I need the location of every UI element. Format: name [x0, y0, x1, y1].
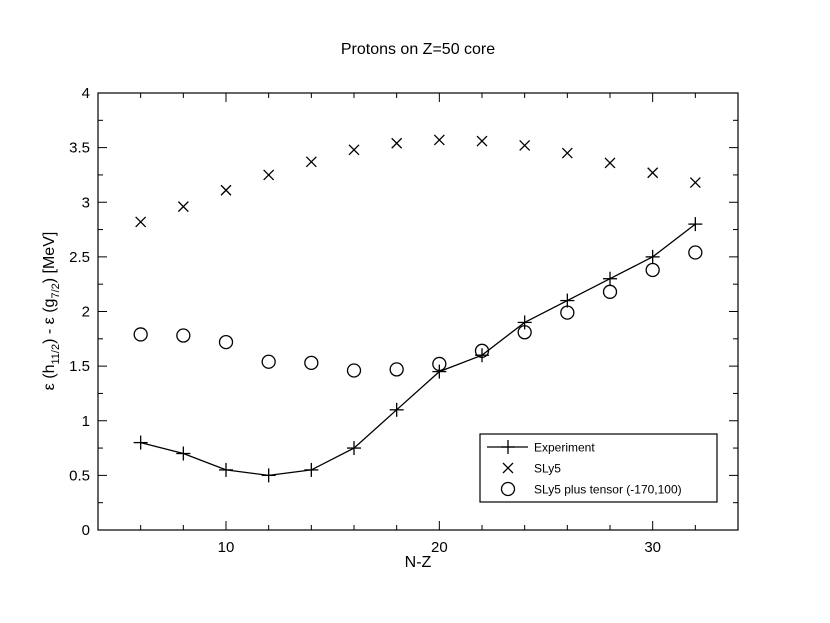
data-point-sly5-plus-tensor-170-100 — [645, 262, 660, 278]
data-point-sly5-plus-tensor-170-100 — [346, 363, 362, 378]
data-point-experiment — [389, 402, 404, 417]
series-line-experiment — [140, 223, 696, 477]
legend: Experiment SLy5 SLy5 plus tensor (-170,100… — [479, 433, 718, 503]
legend-entry: SLy5 plus tensor (-170,100) — [500, 481, 682, 497]
data-point-sly5-plus-tensor-170-100 — [432, 356, 447, 372]
data-point-sly5-plus-tensor-170-100 — [517, 325, 532, 340]
y-axis-label: ε (h11/2) - ε (g7/2) [MeV] — [41, 232, 62, 391]
legend-label: SLy5 — [534, 462, 561, 476]
major-ticks — [98, 92, 738, 531]
data-point-experiment — [347, 441, 361, 456]
legend-entry: SLy5 — [502, 462, 561, 476]
y-label-prefix: ε (h — [41, 365, 58, 391]
data-point-sly5-plus-tensor-170-100 — [389, 362, 404, 377]
data-point-sly5 — [177, 201, 189, 213]
legend-label: SLy5 plus tensor (-170,100) — [534, 483, 682, 497]
data-point-sly5 — [220, 184, 232, 196]
series-sly5 — [135, 134, 701, 228]
y-tick-label: 4 — [82, 85, 90, 102]
legend-marker — [502, 462, 514, 474]
minor-ticks — [97, 93, 739, 530]
y-tick-label: 0 — [82, 522, 90, 539]
data-point-sly5-plus-tensor-170-100 — [560, 305, 575, 320]
data-point-sly5 — [305, 156, 317, 168]
y-tick-labels: 0 0.5 1 1.5 2 2.5 3 3.5 4 — [69, 85, 90, 539]
legend-marker — [501, 440, 515, 454]
data-point-sly5 — [348, 144, 360, 156]
series-sly5-plus-tensor-170-100 — [133, 245, 703, 378]
data-point-sly5-plus-tensor-170-100 — [176, 328, 191, 343]
data-point-experiment — [688, 217, 703, 232]
y-tick-label: 2 — [82, 304, 90, 321]
legend-label: Experiment — [534, 441, 595, 455]
data-point-experiment — [176, 446, 191, 461]
y-tick-label: 1 — [82, 413, 90, 430]
data-point-experiment — [432, 364, 447, 379]
series-experiment — [133, 217, 703, 483]
data-point-sly5-plus-tensor-170-100 — [133, 327, 148, 342]
y-label-middle: ) - ε (g — [41, 299, 58, 344]
data-point-experiment — [304, 462, 319, 477]
data-point-experiment — [560, 293, 575, 308]
x-tick-label: 10 — [218, 539, 235, 556]
data-point-sly5-plus-tensor-170-100 — [304, 355, 319, 370]
data-point-sly5 — [135, 216, 147, 228]
y-tick-label: 1.5 — [69, 358, 90, 375]
y-tick-label: 3.5 — [69, 140, 90, 157]
y-tick-label: 3 — [82, 194, 90, 211]
data-point-sly5-plus-tensor-170-100 — [261, 354, 276, 369]
chart-title: Protons on Z=50 core — [341, 41, 495, 58]
data-point-experiment — [645, 249, 660, 264]
data-point-sly5-plus-tensor-170-100 — [688, 245, 703, 260]
data-point-sly5 — [263, 169, 275, 181]
data-point-sly5-plus-tensor-170-100 — [218, 334, 234, 350]
x-tick-labels: 10 20 30 — [218, 539, 661, 556]
data-point-sly5 — [647, 167, 659, 179]
y-tick-label: 2.5 — [69, 249, 90, 266]
data-point-sly5-plus-tensor-170-100 — [602, 284, 618, 299]
data-point-sly5 — [689, 177, 701, 189]
y-label-sub2: 7/2 — [50, 283, 62, 298]
data-point-sly5-plus-tensor-170-100 — [474, 343, 490, 358]
x-tick-label: 20 — [431, 539, 448, 556]
data-point-experiment — [219, 462, 233, 477]
y-tick-label: 0.5 — [69, 467, 90, 484]
legend-marker — [500, 481, 516, 497]
data-point-sly5 — [476, 135, 488, 147]
x-axis-label: N-Z — [405, 554, 432, 571]
y-label-sub1: 11/2 — [50, 344, 62, 365]
data-point-sly5 — [519, 139, 531, 151]
data-point-sly5 — [433, 134, 445, 146]
y-label-suffix: ) [MeV] — [41, 232, 58, 284]
data-point-experiment — [603, 271, 617, 286]
data-point-experiment — [517, 315, 532, 330]
data-point-experiment — [133, 435, 148, 450]
series-layer — [133, 134, 703, 483]
data-point-experiment — [261, 468, 276, 483]
data-point-sly5 — [561, 147, 573, 159]
legend-entry: Experiment — [487, 440, 595, 455]
data-point-sly5 — [604, 157, 616, 169]
legend-box — [479, 433, 718, 503]
data-point-sly5 — [391, 137, 403, 149]
x-tick-label: 30 — [644, 539, 661, 556]
